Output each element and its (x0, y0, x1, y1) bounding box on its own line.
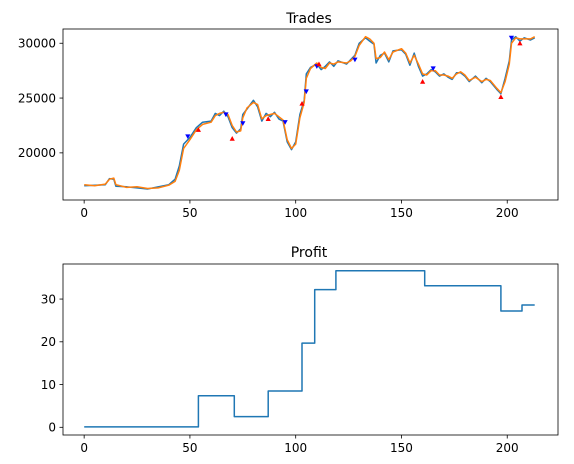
trades-sell-marker-0 (185, 134, 191, 140)
trades-y-ticks: 20000 25000 30000 (18, 37, 63, 160)
profit-title: Profit (291, 245, 328, 261)
profit-y-tick-label-1: 10 (41, 378, 56, 392)
trades-buy-marker-5 (420, 79, 426, 84)
trades-plot-area (84, 35, 536, 190)
trades-x-tick-label-3: 150 (390, 206, 413, 220)
profit-y-tick-label-3: 30 (41, 292, 56, 306)
trades-sell-marker-6 (352, 57, 358, 63)
trades-sell-marker-2 (240, 121, 246, 126)
profit-x-tick-label-1: 50 (182, 441, 197, 455)
trades-series-line-1 (84, 35, 536, 190)
profit-x-tick-label-4: 200 (496, 441, 519, 455)
trades-x-tick-label-4: 200 (496, 206, 519, 220)
trades-series-line-0 (84, 35, 536, 190)
profit-y-ticks: 0 10 20 30 (41, 292, 63, 435)
trades-buy-marker-6 (498, 94, 504, 100)
trades-sell-marker-1 (223, 112, 229, 118)
trades-x-tick-label-2: 100 (284, 206, 307, 220)
trades-y-tick-label-2: 30000 (18, 37, 56, 51)
profit-x-tick-label-3: 150 (390, 441, 413, 455)
trades-subplot: Trades 0 50 100 150 200 20000 25000 30000 (18, 11, 559, 220)
profit-x-ticks: 0 50 100 150 200 (80, 435, 519, 455)
profit-plot-area (84, 270, 535, 428)
trades-y-tick-label-0: 20000 (18, 146, 56, 160)
trades-buy-marker-3 (299, 100, 305, 106)
trades-sell-marker-7 (430, 66, 436, 72)
trades-buy-marker-0 (195, 127, 201, 132)
profit-subplot: Profit 0 50 100 150 200 0 10 20 30 (41, 245, 559, 455)
trades-x-tick-label-1: 50 (182, 206, 197, 220)
trades-buy-marker-4 (316, 61, 322, 67)
trades-title: Trades (285, 11, 332, 27)
trades-x-ticks: 0 50 100 150 200 (80, 200, 519, 220)
profit-x-tick-label-0: 0 (80, 441, 88, 455)
trades-buy-marker-2 (265, 116, 271, 121)
profit-y-tick-label-0: 0 (48, 421, 56, 435)
trades-y-tick-label-1: 25000 (18, 91, 56, 105)
profit-series-line-0 (84, 270, 535, 428)
trades-sell-marker-8 (508, 35, 515, 41)
trades-x-tick-label-0: 0 (80, 206, 88, 220)
trades-sell-marker-4 (303, 89, 309, 95)
trades-buy-marker-7 (517, 40, 523, 46)
trades-sell-marker-3 (282, 120, 288, 125)
trades-axes-frame (62, 28, 559, 201)
profit-x-tick-label-2: 100 (284, 441, 307, 455)
profit-y-tick-label-2: 20 (41, 335, 56, 349)
trades-buy-marker-1 (229, 136, 235, 141)
profit-axes-frame (62, 263, 559, 436)
